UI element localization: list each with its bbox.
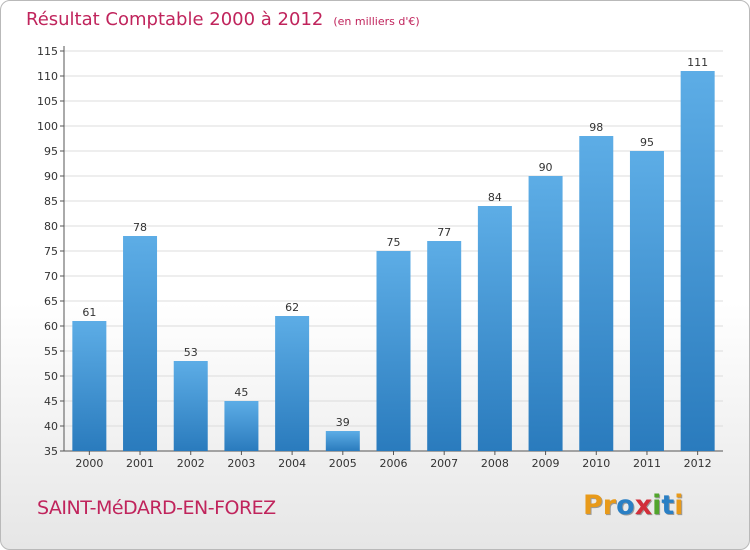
y-tick-label: 90 bbox=[44, 170, 58, 183]
x-tick-label: 2002 bbox=[177, 457, 205, 470]
x-tick-label: 2008 bbox=[481, 457, 509, 470]
bar bbox=[629, 151, 664, 451]
x-tick-label: 2000 bbox=[75, 457, 103, 470]
logo-letter: o bbox=[616, 490, 635, 521]
x-tick-label: 2009 bbox=[532, 457, 560, 470]
y-tick-label: 85 bbox=[44, 195, 58, 208]
bar-value-label: 78 bbox=[133, 221, 147, 234]
bar-value-label: 98 bbox=[589, 121, 603, 134]
logo-letter: i bbox=[652, 490, 662, 521]
x-tick-label: 2007 bbox=[430, 457, 458, 470]
bar bbox=[72, 321, 107, 451]
bar bbox=[173, 361, 208, 451]
y-tick-label: 35 bbox=[44, 445, 58, 458]
chart-unit: (en milliers d'€) bbox=[333, 15, 420, 28]
bar-value-label: 84 bbox=[488, 191, 502, 204]
x-tick-label: 2001 bbox=[126, 457, 154, 470]
bar-value-label: 95 bbox=[640, 136, 654, 149]
y-tick-label: 55 bbox=[44, 345, 58, 358]
proxiti-logo: Proxiti bbox=[583, 490, 684, 521]
y-tick-label: 80 bbox=[44, 220, 58, 233]
y-tick-label: 105 bbox=[37, 95, 58, 108]
x-tick-label: 2011 bbox=[633, 457, 661, 470]
x-tick-label: 2004 bbox=[278, 457, 306, 470]
bar bbox=[427, 241, 462, 451]
bar-value-label: 53 bbox=[184, 346, 198, 359]
y-tick-label: 75 bbox=[44, 245, 58, 258]
bar-value-label: 77 bbox=[437, 226, 451, 239]
x-tick-label: 2003 bbox=[227, 457, 255, 470]
bar-value-label: 61 bbox=[82, 306, 96, 319]
bar-value-label: 111 bbox=[687, 56, 708, 69]
bar-value-label: 62 bbox=[285, 301, 299, 314]
bar bbox=[528, 176, 563, 451]
bar-value-label: 45 bbox=[234, 386, 248, 399]
bar-value-label: 90 bbox=[539, 161, 553, 174]
y-tick-label: 50 bbox=[44, 370, 58, 383]
y-tick-label: 45 bbox=[44, 395, 58, 408]
y-tick-label: 60 bbox=[44, 320, 58, 333]
logo-letter: i bbox=[674, 490, 684, 521]
bar-value-label: 39 bbox=[336, 416, 350, 429]
x-tick-label: 2010 bbox=[582, 457, 610, 470]
y-tick-label: 115 bbox=[37, 45, 58, 58]
bar bbox=[376, 251, 411, 451]
commune-name: SAINT-MéDARD-EN-FOREZ bbox=[37, 497, 276, 519]
bar bbox=[325, 431, 360, 451]
y-tick-label: 110 bbox=[37, 70, 58, 83]
chart-title: Résultat Comptable 2000 à 2012 (en millie… bbox=[26, 9, 420, 30]
x-tick-label: 2012 bbox=[684, 457, 712, 470]
bar bbox=[477, 206, 512, 451]
logo-letter: x bbox=[634, 490, 653, 521]
logo-letter: P bbox=[583, 490, 603, 521]
y-tick-label: 70 bbox=[44, 270, 58, 283]
y-tick-label: 100 bbox=[37, 120, 58, 133]
chart-title-text: Résultat Comptable 2000 à 2012 bbox=[26, 9, 324, 30]
bar bbox=[224, 401, 259, 451]
x-tick-label: 2005 bbox=[329, 457, 357, 470]
bar-value-label: 75 bbox=[387, 236, 401, 249]
y-tick-label: 40 bbox=[44, 420, 58, 433]
logo-letter: r bbox=[602, 490, 617, 521]
logo-letter: t bbox=[661, 490, 675, 521]
bar bbox=[123, 236, 158, 451]
bar bbox=[275, 316, 310, 451]
bar bbox=[680, 71, 715, 451]
bar bbox=[579, 136, 614, 451]
y-tick-label: 95 bbox=[44, 145, 58, 158]
x-tick-label: 2006 bbox=[380, 457, 408, 470]
y-tick-label: 65 bbox=[44, 295, 58, 308]
